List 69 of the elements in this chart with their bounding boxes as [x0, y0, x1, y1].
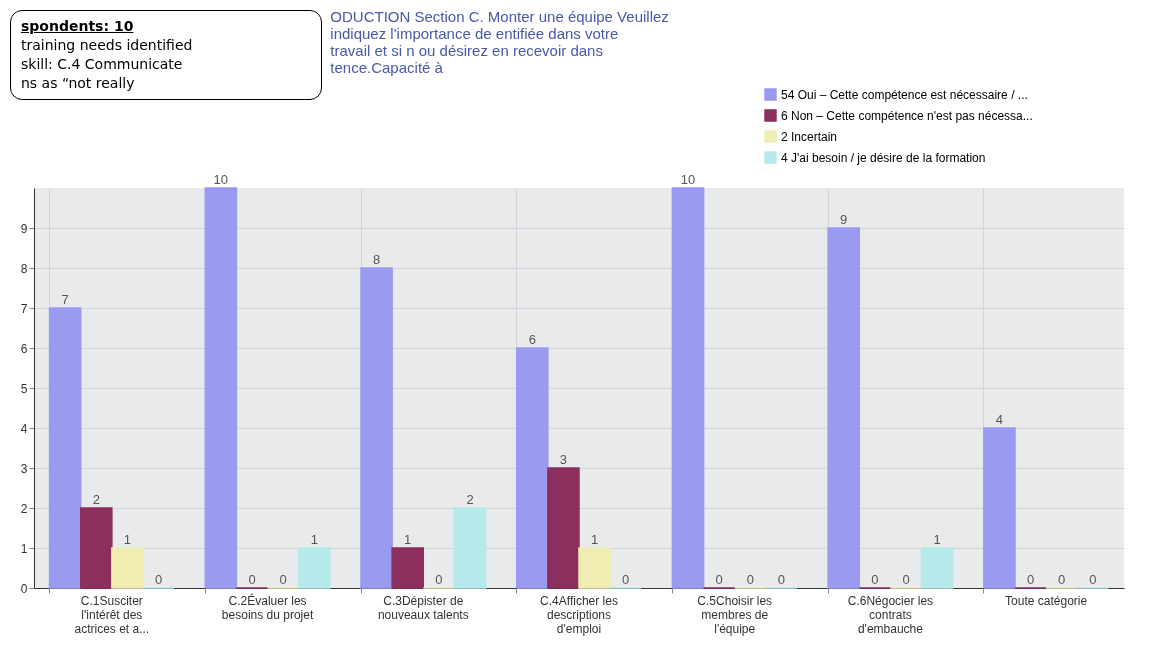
bar: [515, 347, 549, 589]
y-tick-label: 9: [20, 221, 28, 236]
data-label: 10: [680, 172, 696, 187]
data-label: 0: [871, 572, 879, 587]
data-label: 2: [92, 492, 100, 507]
y-tick-label: 6: [20, 341, 28, 356]
data-label: 1: [404, 532, 412, 547]
y-tick-label: 0: [20, 581, 28, 596]
data-label: 9: [840, 212, 848, 227]
chart-title: ODUCTION Section C. Monter une équipe Veuillez indiquez l'importance de entifiée dans votre travail et si n ou désirez en recevoir dans tence.Capacité à: [330, 8, 669, 76]
text: spondents: 10: [21, 17, 135, 36]
data-label: 0: [777, 572, 786, 587]
x-tick-label: C.4Afficher les descriptions d'emploi: [540, 593, 618, 636]
data-label: 0: [715, 572, 723, 587]
x-tick-label: C.1Susciter l'intérêt des actrices et a...: [74, 593, 150, 636]
data-label: 1: [310, 532, 318, 547]
data-label: 0: [1089, 572, 1097, 587]
y-tick-label: 3: [20, 461, 28, 476]
legend-label: 54 Oui – Cette compétence est nécessaire / ...: [781, 87, 1028, 102]
data-label: 1: [933, 532, 941, 547]
data-label: 0: [1026, 572, 1035, 587]
data-label: 0: [746, 572, 754, 587]
text: training needs identified: [21, 36, 194, 55]
data-label: 8: [372, 252, 381, 267]
x-tick-label: Toute catégorie: [1005, 593, 1088, 608]
legend-label: 6 Non – Cette compétence n'est pas nécessa...: [781, 108, 1033, 123]
x-tick-label: C.3Dépister de nouveaux talents: [377, 593, 469, 622]
bar: [547, 467, 580, 589]
text: ns as “not really: [21, 74, 136, 93]
bar: [204, 187, 238, 589]
data-label: 0: [248, 572, 256, 587]
data-label: 2: [466, 492, 474, 507]
data-label: 0: [279, 572, 287, 587]
y-tick-label: 4: [20, 421, 28, 436]
x-tick-label: C.2Évaluer les besoins du projet: [221, 592, 314, 622]
data-label: 0: [622, 572, 630, 587]
data-label: 1: [590, 532, 599, 547]
y-tick-label: 2: [20, 501, 28, 516]
y-tick-label: 1: [20, 541, 28, 556]
bar: [48, 307, 82, 589]
bar: [297, 547, 331, 589]
y-tick-label: 5: [20, 381, 28, 396]
bar: [79, 507, 113, 589]
data-label: 7: [61, 292, 69, 307]
bar: [111, 547, 144, 589]
x-tick-label: C.5Choisir les membres de l'équipe: [697, 593, 773, 636]
x-tick-label: C.6Négocier les contrats d'embauche: [847, 593, 934, 636]
text: skill: C.4 Communicate: [21, 55, 184, 74]
data-label: 0: [154, 572, 163, 587]
data-label: 1: [123, 532, 132, 547]
legend-label: 4 J'ai besoin / je désire de la formation: [781, 150, 986, 165]
bar: [827, 227, 861, 589]
bar: [920, 547, 954, 589]
data-label: 0: [902, 572, 910, 587]
y-tick-label: 8: [20, 261, 28, 276]
data-label: 3: [559, 452, 568, 467]
data-label: 6: [528, 332, 536, 347]
bar: [453, 507, 487, 589]
data-label: 0: [1058, 572, 1066, 587]
bar: [360, 267, 393, 589]
bar: [671, 187, 705, 589]
bar: [578, 547, 611, 589]
data-label: 10: [213, 172, 229, 187]
data-label: 0: [435, 572, 443, 587]
bar: [983, 427, 1016, 589]
data-label: 4: [995, 412, 1004, 427]
y-tick-label: 7: [20, 301, 28, 316]
legend-label: 2 Incertain: [781, 129, 838, 144]
bar: [391, 547, 425, 589]
